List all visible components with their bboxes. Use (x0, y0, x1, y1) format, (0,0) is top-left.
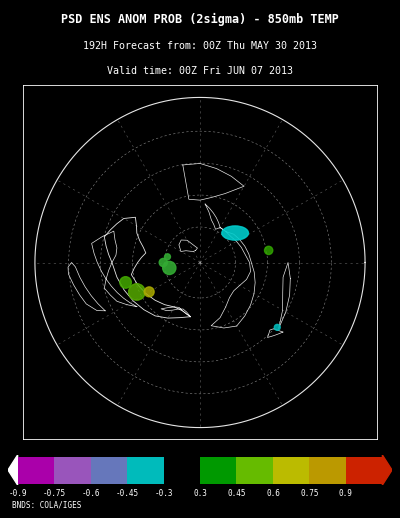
Text: BNDS: COLA/IGES: BNDS: COLA/IGES (12, 500, 81, 510)
Circle shape (120, 277, 131, 288)
Bar (236, 456, 273, 483)
Text: -0.9: -0.9 (8, 490, 27, 498)
Ellipse shape (222, 226, 248, 240)
Text: 0.9: 0.9 (339, 490, 353, 498)
Circle shape (274, 324, 280, 330)
Text: -0.3: -0.3 (154, 490, 173, 498)
Bar (127, 456, 164, 483)
Bar (54, 456, 90, 483)
Text: 0.75: 0.75 (300, 490, 319, 498)
Bar (18, 456, 54, 483)
Text: -0.75: -0.75 (42, 490, 66, 498)
Bar (90, 456, 127, 483)
Polygon shape (8, 455, 18, 485)
Text: 0.3: 0.3 (193, 490, 207, 498)
Bar (310, 456, 346, 483)
Bar (273, 456, 310, 483)
Bar (200, 456, 236, 483)
Bar (164, 456, 200, 483)
Text: Valid time: 00Z Fri JUN 07 2013: Valid time: 00Z Fri JUN 07 2013 (107, 66, 293, 76)
Polygon shape (382, 455, 392, 485)
Circle shape (144, 287, 154, 297)
Text: -0.6: -0.6 (81, 490, 100, 498)
Text: 0.6: 0.6 (266, 490, 280, 498)
Text: PSD ENS ANOM PROB (2sigma) - 850mb TEMP: PSD ENS ANOM PROB (2sigma) - 850mb TEMP (61, 13, 339, 26)
Circle shape (264, 246, 273, 254)
Circle shape (159, 258, 168, 267)
Circle shape (128, 284, 145, 300)
Text: 0.45: 0.45 (227, 490, 246, 498)
Text: 192H Forecast from: 00Z Thu MAY 30 2013: 192H Forecast from: 00Z Thu MAY 30 2013 (83, 41, 317, 51)
Circle shape (164, 254, 170, 260)
Bar (346, 456, 382, 483)
Circle shape (163, 261, 176, 275)
Text: -0.45: -0.45 (116, 490, 139, 498)
